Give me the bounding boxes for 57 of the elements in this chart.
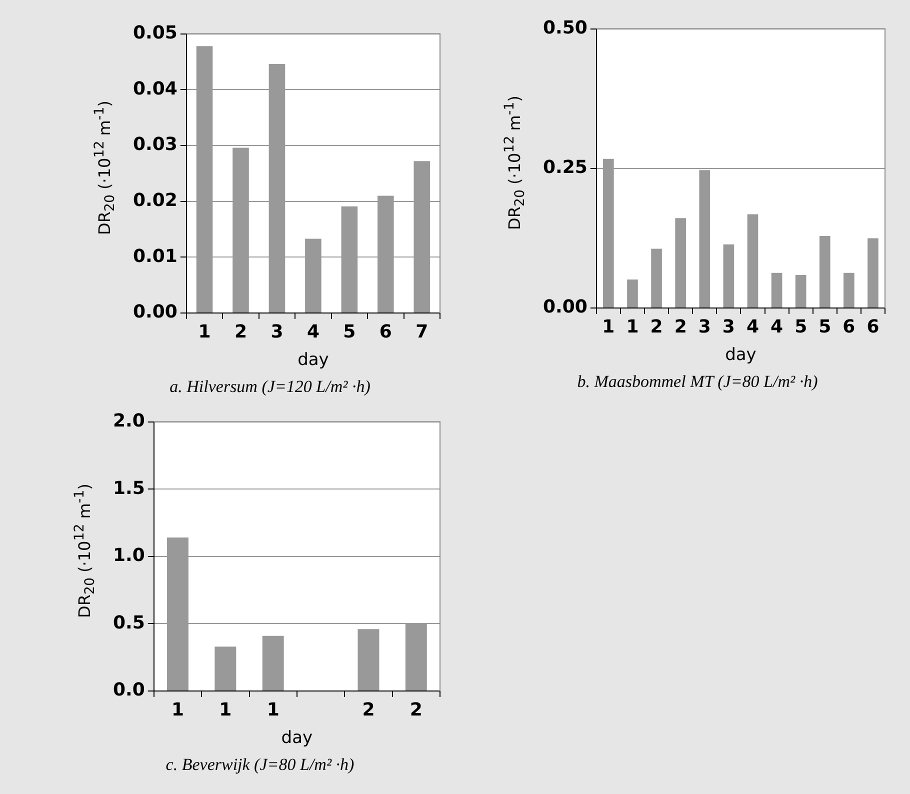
y-tick-label: 0.00	[132, 302, 178, 323]
bar	[358, 629, 380, 690]
x-tick-label: 6	[842, 316, 856, 338]
text: b. Maasbommel MT (J=80 L/m² ·h)	[576, 372, 819, 392]
y-tick-label: 0.02	[132, 190, 178, 211]
y-tick-label: 0.00	[542, 296, 588, 318]
text: c. Beverwijk (J=80 L/m² ·h)	[164, 755, 356, 775]
bar	[627, 280, 638, 308]
x-axis-title: day	[281, 728, 313, 748]
y-tick-label: 0.0	[112, 680, 145, 701]
y-tick-label: 0.50	[542, 17, 588, 38]
x-tick-label: 5	[343, 321, 356, 342]
x-tick-label: 1	[266, 699, 280, 720]
x-tick-label: 7	[416, 321, 428, 342]
x-tick-label: 2	[650, 316, 663, 338]
bar	[819, 236, 830, 308]
y-tick-label: 1.5	[112, 478, 145, 499]
y-tick-label: 0.25	[542, 157, 588, 178]
bar	[262, 636, 284, 690]
bar	[747, 214, 758, 308]
x-tick-label: 1	[626, 316, 639, 338]
text: a. Hilversum (J=120 L/m² ·h)	[168, 377, 372, 397]
x-tick-label: 1	[198, 321, 211, 342]
bar	[844, 272, 854, 308]
y-tick-label: 2.0	[112, 410, 145, 432]
bar	[675, 218, 686, 308]
x-tick-label: 5	[818, 316, 832, 338]
x-tick-label: 4	[306, 321, 320, 342]
y-tick-label: 0.04	[132, 78, 178, 100]
x-tick-label: 3	[698, 316, 711, 338]
y-tick-label: 0.01	[132, 246, 178, 267]
y-tick-label: 0.5	[112, 612, 145, 634]
y-tick-label: 1.0	[112, 545, 145, 566]
x-tick-label: 3	[270, 321, 284, 342]
x-tick-label: 1	[171, 699, 184, 720]
x-tick-label: 2	[674, 316, 687, 338]
bar	[795, 275, 806, 308]
x-tick-label: 2	[410, 699, 422, 720]
bar	[214, 646, 236, 690]
x-tick-label: 3	[722, 316, 735, 338]
x-tick-label: 2	[362, 699, 375, 720]
x-tick-label: 4	[770, 316, 784, 338]
bar	[771, 272, 782, 308]
x-tick-label: 5	[794, 316, 808, 338]
x-tick-label: 1	[602, 316, 615, 338]
bar	[868, 238, 878, 308]
x-tick-label: 6	[866, 316, 880, 338]
y-tick-label: 0.03	[132, 134, 178, 156]
bar	[651, 248, 662, 308]
x-tick-label: 1	[219, 699, 232, 720]
bar	[723, 244, 734, 308]
x-tick-label: 6	[379, 321, 392, 342]
x-tick-label: 2	[234, 321, 248, 342]
x-axis-title: day	[298, 350, 329, 370]
x-axis-title: day	[725, 345, 756, 366]
y-tick-label: 0.05	[132, 22, 178, 44]
x-tick-label: 4	[746, 316, 759, 338]
